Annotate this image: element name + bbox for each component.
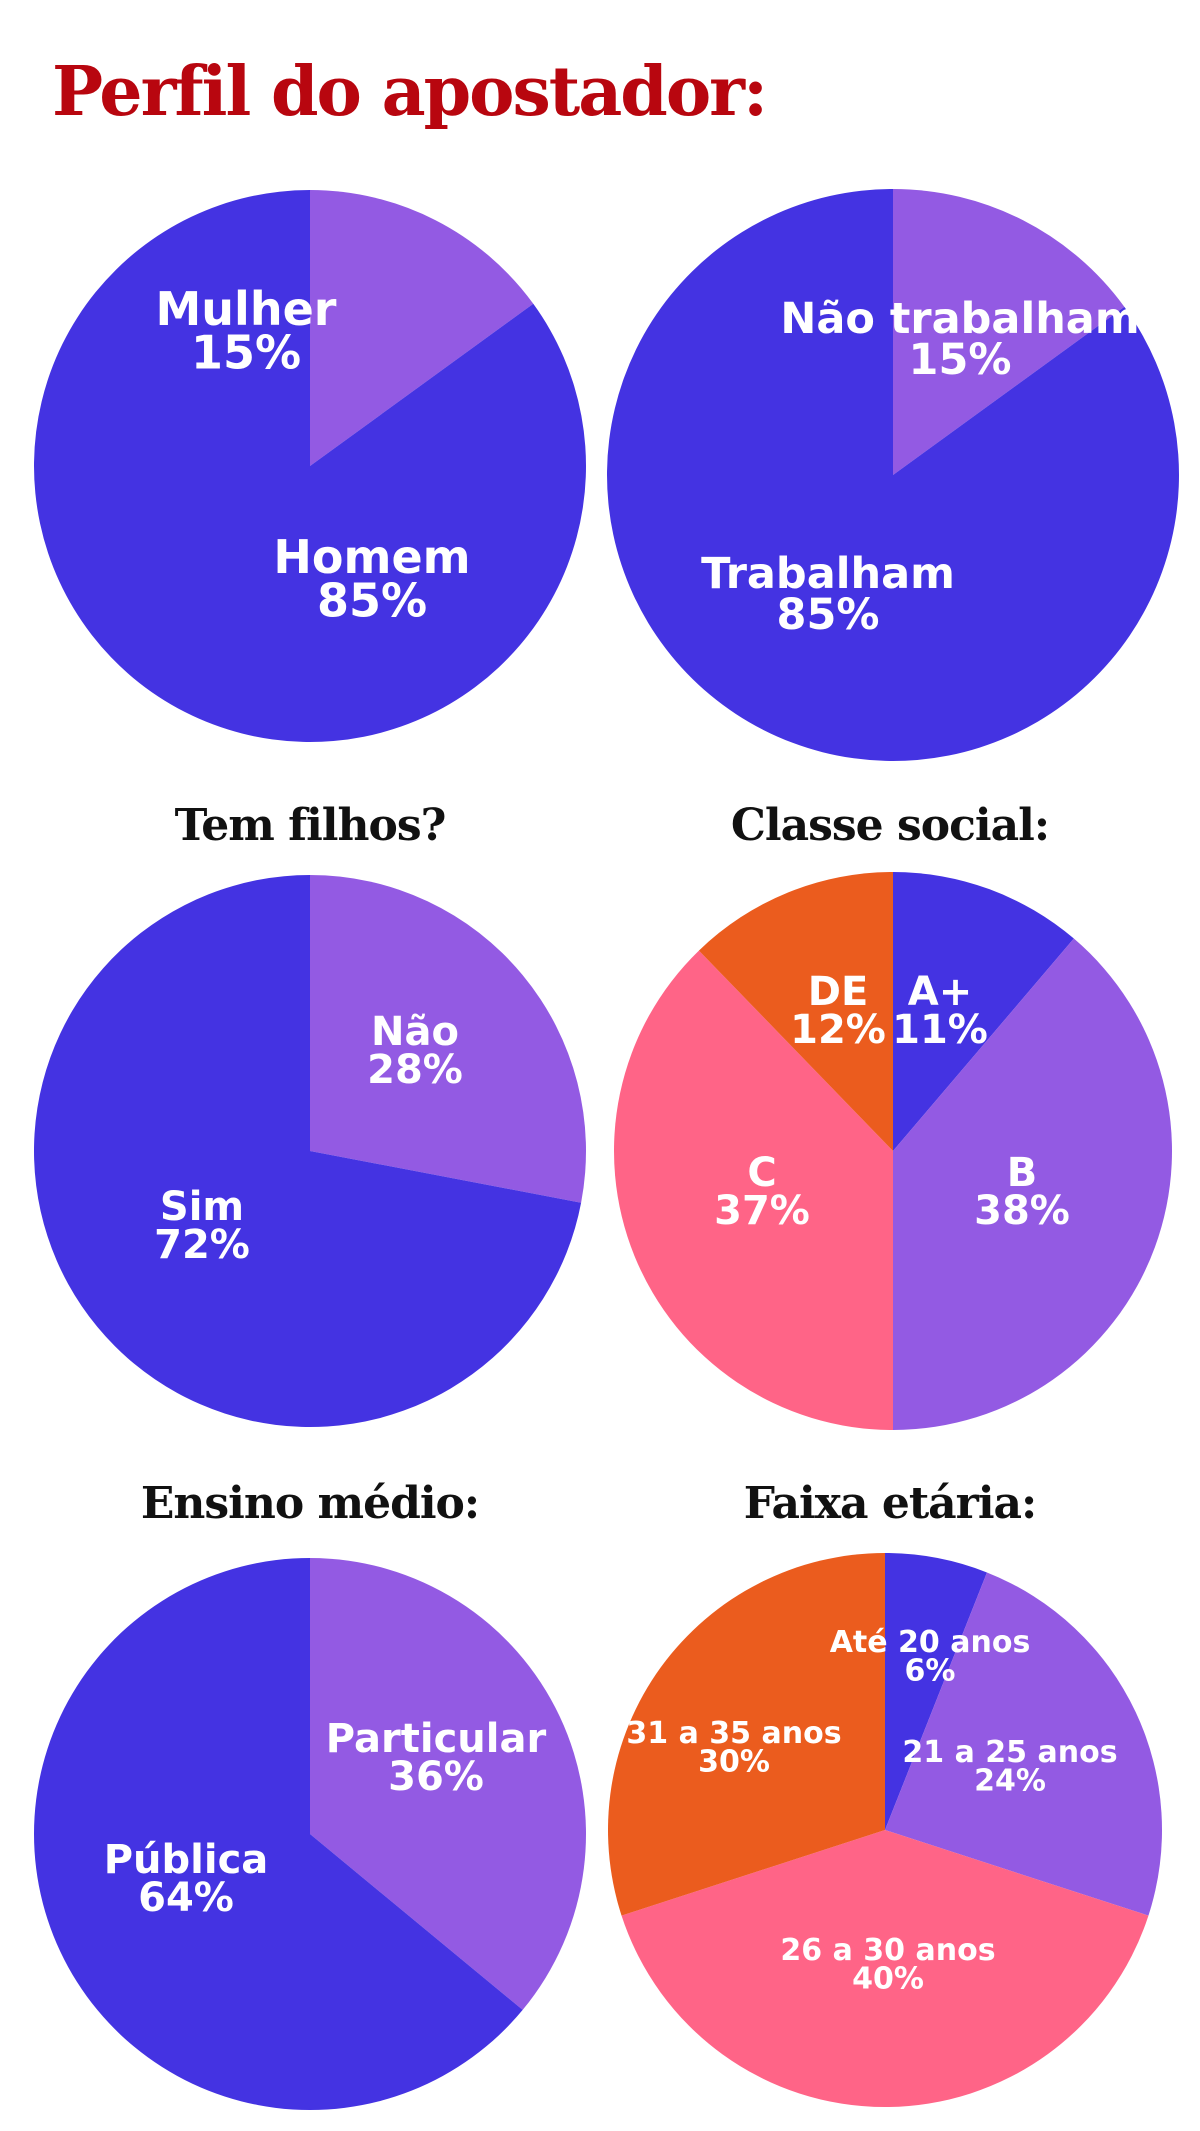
slice-label-trabalham: Trabalham 85%	[701, 549, 955, 640]
slice-label-ate-20: Até 20 anos 6%	[830, 1625, 1031, 1689]
chart-title-ensino: Ensino médio:	[140, 1478, 480, 1529]
pie-slice-classe-de	[698, 872, 893, 1151]
slice-label-name-26-30: 26 a 30 anos	[780, 1933, 995, 1968]
pie-slice-26-30	[621, 1830, 1149, 2107]
slice-label-sim-filhos: Sim 72%	[154, 1184, 250, 1268]
slice-label-value-classe-de: 12%	[790, 1007, 886, 1053]
slice-label-value-21-25: 24%	[974, 1764, 1046, 1799]
slice-label-publica: Pública 64%	[104, 1837, 269, 1921]
slice-label-31-35: 31 a 35 anos 30%	[626, 1716, 841, 1780]
page-title: Perfil do apostador:	[52, 52, 768, 132]
slice-label-name-publica: Pública	[104, 1837, 269, 1883]
slice-label-value-mulher: 15%	[191, 326, 301, 380]
pie-chart-4: A+ 11% B 38% C 37% DE 12%	[613, 872, 1172, 1430]
pie-slice-mulher	[310, 190, 534, 466]
slice-label-name-trabalham: Trabalham	[701, 549, 955, 599]
slice-label-mulher: Mulher 15%	[156, 282, 337, 380]
slice-label-name-nao-trabalham: Não trabalham	[780, 294, 1139, 344]
pie-slice-21-25	[885, 1572, 1162, 1916]
pie-slice-31-35	[608, 1553, 885, 1916]
pie-chart-5: Particular 36% Pública 64%	[34, 1557, 587, 2110]
slice-label-value-31-35: 30%	[698, 1745, 770, 1780]
slice-label-name-classe-a: A+	[908, 969, 972, 1015]
slice-label-26-30: 26 a 30 anos 40%	[780, 1933, 995, 1997]
slice-label-name-classe-c: C	[747, 1150, 776, 1196]
slice-label-value-sim-filhos: 72%	[154, 1222, 250, 1268]
slice-label-classe-a: A+ 11%	[892, 969, 988, 1053]
slice-label-name-sim-filhos: Sim	[160, 1184, 244, 1230]
pie-slice-homem	[33, 190, 586, 742]
slice-label-name-ate-20: Até 20 anos	[830, 1625, 1031, 1660]
pie-slice-classe-b	[893, 938, 1172, 1430]
slice-label-homem: Homem 85%	[273, 530, 470, 628]
pie-chart-1: Mulher 15% Homem 85%	[33, 190, 586, 742]
slice-label-name-classe-de: DE	[808, 969, 869, 1015]
slice-label-name-classe-b: B	[1007, 1150, 1038, 1196]
slice-label-nao-trabalham: Não trabalham 15%	[780, 294, 1139, 385]
chart-title-faixa: Faixa etária:	[743, 1478, 1038, 1529]
pie-chart-2: Não trabalham 15% Trabalham 85%	[607, 188, 1180, 761]
slice-label-name-homem: Homem	[273, 530, 470, 584]
pie-slice-sim-filhos	[33, 875, 582, 1427]
slice-label-value-trabalham: 85%	[777, 590, 880, 640]
slice-label-value-particular: 36%	[388, 1754, 484, 1800]
slice-label-value-classe-b: 38%	[974, 1188, 1070, 1234]
slice-label-value-nao-trabalham: 15%	[909, 335, 1012, 385]
pie-slice-classe-c	[613, 950, 893, 1430]
slice-label-name-31-35: 31 a 35 anos	[626, 1716, 841, 1751]
slice-label-value-homem: 85%	[317, 574, 427, 628]
slice-label-name-21-25: 21 a 25 anos	[902, 1735, 1117, 1770]
pie-slice-particular	[310, 1557, 587, 2010]
pie-slice-trabalham	[607, 188, 1180, 761]
slice-label-nao-filhos: Não 28%	[367, 1009, 463, 1093]
slice-label-classe-b: B 38%	[974, 1150, 1070, 1234]
slice-label-name-nao-filhos: Não	[371, 1009, 459, 1055]
slice-label-classe-de: DE 12%	[790, 969, 886, 1053]
pie-slice-classe-a	[893, 872, 1074, 1151]
pie-slice-ate-20	[885, 1553, 987, 1830]
slice-label-value-nao-filhos: 28%	[367, 1047, 463, 1093]
slice-label-name-mulher: Mulher	[156, 282, 337, 336]
slice-label-value-classe-c: 37%	[714, 1188, 810, 1234]
pie-chart-3: Não 28% Sim 72%	[33, 875, 586, 1427]
chart-title-filhos: Tem filhos?	[174, 800, 447, 851]
slice-label-21-25: 21 a 25 anos 24%	[902, 1735, 1117, 1799]
slice-label-value-26-30: 40%	[852, 1962, 924, 1997]
slice-label-value-publica: 64%	[138, 1875, 234, 1921]
pie-chart-6: Até 20 anos 6% 21 a 25 anos 24% 26 a 30 anos…	[608, 1553, 1162, 2107]
pie-slice-nao-trabalham	[893, 189, 1125, 475]
slice-label-name-particular: Particular	[326, 1716, 547, 1762]
slice-label-value-ate-20: 6%	[905, 1654, 956, 1689]
slice-label-particular: Particular 36%	[326, 1716, 547, 1800]
pie-slice-publica	[34, 1558, 523, 2110]
pie-slice-nao-filhos	[310, 875, 586, 1203]
chart-title-classe: Classe social:	[730, 800, 1050, 851]
slice-label-value-classe-a: 11%	[892, 1007, 988, 1053]
slice-label-classe-c: C 37%	[714, 1150, 810, 1234]
